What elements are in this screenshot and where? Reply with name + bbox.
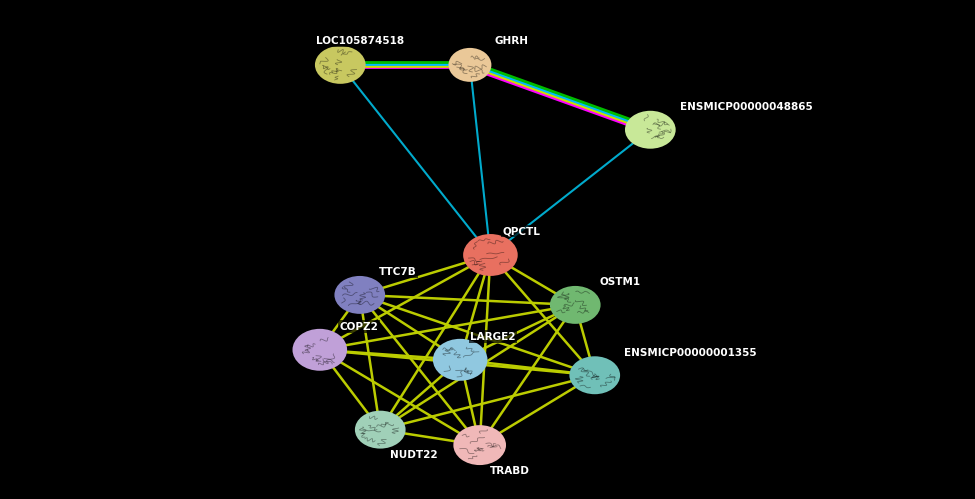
Ellipse shape — [292, 329, 347, 371]
Text: QPCTL: QPCTL — [502, 226, 540, 236]
Ellipse shape — [453, 425, 506, 465]
Text: LOC105874518: LOC105874518 — [316, 36, 404, 46]
Text: OSTM1: OSTM1 — [600, 277, 641, 287]
Text: TTC7B: TTC7B — [379, 267, 417, 277]
Ellipse shape — [569, 356, 620, 394]
Ellipse shape — [463, 234, 518, 276]
Ellipse shape — [355, 411, 406, 449]
Ellipse shape — [315, 46, 366, 84]
Text: LARGE2: LARGE2 — [470, 332, 516, 342]
Text: GHRH: GHRH — [494, 36, 528, 46]
Ellipse shape — [433, 339, 488, 381]
Text: ENSMICP00000048865: ENSMICP00000048865 — [680, 102, 812, 112]
Ellipse shape — [334, 276, 385, 314]
Ellipse shape — [448, 48, 491, 82]
Text: NUDT22: NUDT22 — [390, 450, 438, 460]
Text: TRABD: TRABD — [489, 466, 529, 476]
Ellipse shape — [550, 286, 601, 324]
Ellipse shape — [625, 111, 676, 149]
Text: ENSMICP00000001355: ENSMICP00000001355 — [624, 348, 757, 358]
Text: COPZ2: COPZ2 — [339, 322, 378, 332]
